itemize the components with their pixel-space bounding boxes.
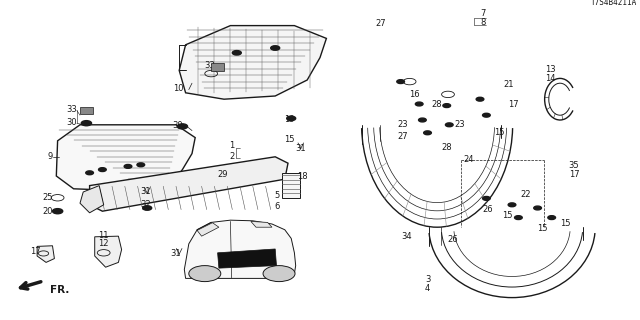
Text: 26: 26 <box>483 205 493 214</box>
Text: 26: 26 <box>448 235 458 244</box>
Polygon shape <box>218 249 276 268</box>
Text: 2: 2 <box>229 152 234 161</box>
Text: 28: 28 <box>442 143 452 152</box>
Polygon shape <box>211 63 224 71</box>
Circle shape <box>232 51 241 55</box>
Text: 22: 22 <box>521 190 531 199</box>
Circle shape <box>124 164 132 168</box>
Text: 31: 31 <box>141 188 151 196</box>
Text: 35: 35 <box>569 161 579 170</box>
Text: 15: 15 <box>494 128 504 137</box>
Text: 30: 30 <box>67 118 77 127</box>
Polygon shape <box>56 125 195 192</box>
Text: 15: 15 <box>538 224 548 233</box>
Text: 25: 25 <box>43 193 53 202</box>
Text: 15: 15 <box>561 219 571 228</box>
Circle shape <box>443 104 451 108</box>
Polygon shape <box>179 26 326 99</box>
Text: 21: 21 <box>504 80 514 89</box>
Polygon shape <box>282 173 300 198</box>
Text: 15: 15 <box>284 135 294 144</box>
Text: 1: 1 <box>229 141 234 150</box>
Text: FR.: FR. <box>50 284 69 295</box>
Text: 7: 7 <box>481 9 486 18</box>
Circle shape <box>287 116 296 121</box>
Circle shape <box>483 196 490 200</box>
Text: 14: 14 <box>545 74 556 83</box>
Circle shape <box>397 80 404 84</box>
Circle shape <box>476 97 484 101</box>
Text: 10: 10 <box>173 84 183 93</box>
Text: 17: 17 <box>569 170 579 179</box>
Text: 33: 33 <box>205 61 215 70</box>
Text: 30: 30 <box>173 121 183 130</box>
Text: 20: 20 <box>43 207 53 216</box>
Text: 34: 34 <box>401 232 412 241</box>
Circle shape <box>515 216 522 220</box>
Circle shape <box>177 124 188 129</box>
Text: 12: 12 <box>99 239 109 248</box>
Circle shape <box>548 216 556 220</box>
Text: 17: 17 <box>508 100 518 109</box>
Circle shape <box>86 171 93 175</box>
Text: 18: 18 <box>297 172 307 181</box>
Text: 33: 33 <box>67 105 77 114</box>
Circle shape <box>534 206 541 210</box>
Circle shape <box>415 102 423 106</box>
Circle shape <box>271 46 280 50</box>
Circle shape <box>52 209 63 214</box>
Text: T7S4B4211A: T7S4B4211A <box>591 0 637 7</box>
Circle shape <box>419 118 426 122</box>
Text: 3: 3 <box>425 276 430 284</box>
Text: 17: 17 <box>30 247 40 256</box>
Text: 31: 31 <box>296 144 306 153</box>
Circle shape <box>189 266 221 282</box>
Polygon shape <box>80 107 93 114</box>
Text: 16: 16 <box>410 90 420 99</box>
Circle shape <box>483 113 490 117</box>
Circle shape <box>263 266 295 282</box>
Text: 4: 4 <box>425 284 430 293</box>
Text: 23: 23 <box>398 120 408 129</box>
Text: 8: 8 <box>481 18 486 27</box>
Polygon shape <box>80 186 104 213</box>
Polygon shape <box>197 223 219 236</box>
Polygon shape <box>37 246 54 262</box>
Text: 11: 11 <box>99 231 109 240</box>
Text: 24: 24 <box>463 155 474 164</box>
Text: 15: 15 <box>502 212 512 220</box>
Polygon shape <box>184 220 296 278</box>
Polygon shape <box>90 157 288 211</box>
Text: 19: 19 <box>284 116 294 124</box>
Text: 29: 29 <box>218 170 228 179</box>
Text: 13: 13 <box>545 65 556 74</box>
Text: 23: 23 <box>454 120 465 129</box>
Circle shape <box>143 206 152 210</box>
Text: 31: 31 <box>171 249 181 258</box>
Text: 5: 5 <box>275 191 280 200</box>
Text: 27: 27 <box>398 132 408 141</box>
Circle shape <box>508 203 516 207</box>
Text: 32: 32 <box>141 200 151 209</box>
Circle shape <box>81 121 92 126</box>
Circle shape <box>137 163 145 167</box>
Text: 6: 6 <box>275 202 280 211</box>
Polygon shape <box>95 236 122 267</box>
Text: 28: 28 <box>431 100 442 109</box>
Circle shape <box>424 131 431 135</box>
Text: 9: 9 <box>47 152 52 161</box>
Text: 27: 27 <box>376 20 386 28</box>
Polygon shape <box>251 221 272 227</box>
Circle shape <box>99 168 106 172</box>
Circle shape <box>445 123 453 127</box>
